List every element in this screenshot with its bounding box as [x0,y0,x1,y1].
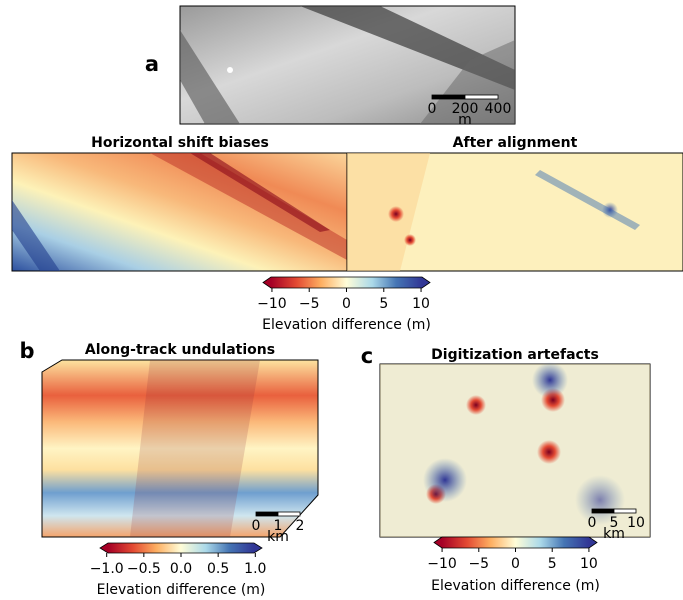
scale-bar-segment [255,511,279,517]
scale-bar-label: 1 [274,518,283,534]
scale-bar-unit: m [458,112,472,128]
scale-bar-label: 10 [627,515,645,531]
panel-title: After alignment [453,135,578,151]
panel-title: Digitization artefacts [431,347,599,363]
panel-title: Horizontal shift biases [91,135,269,151]
scale-bar-label: 0 [588,515,597,531]
panel-label: c [361,344,373,368]
colorbar-tick-label: −0.5 [127,561,161,577]
panel-title: Along-track undulations [85,342,275,358]
scale-bar-label: 200 [452,101,479,117]
panel-label: b [19,339,34,363]
colorbar-tick-label: −1.0 [90,561,124,577]
scale-bar-segment [464,94,499,100]
colorbar-tick-label: −5 [299,296,320,312]
scale-bar-label: 0 [428,101,437,117]
colorbar-tick-label: 5 [548,556,557,572]
map-undulations [41,359,319,538]
colorbar-tick-label: 0.5 [207,561,229,577]
scale-bar-label: 2 [296,518,305,534]
colorbar-tick-label: 0 [511,556,520,572]
colorbar-label: Elevation difference (m) [97,582,266,598]
colorbar-tick-label: 10 [412,296,430,312]
colorbar-tick-label: −5 [468,556,489,572]
panel-label: a [145,52,159,76]
colorbar-extend [589,537,597,548]
scale-bar-unit: km [267,529,289,545]
colorbar-extend [254,543,262,553]
map-digitization [379,362,651,538]
scale-bar-segment [431,94,466,100]
colorbar-tick-label: 10 [580,556,598,572]
colorbar-extend [100,543,108,553]
colorbar [442,537,589,548]
colorbar-extend [422,277,430,288]
colorbar-extend [263,277,271,288]
hillshade-image [179,5,516,125]
map-shift [11,152,348,272]
colorbar-tick-label: 1.0 [244,561,266,577]
scale-bar-segment [277,511,301,517]
colorbar-tick-label: 0.0 [170,561,192,577]
colorbar-outline [262,276,431,289]
scale-bar-label: 400 [485,101,512,117]
colorbar [108,543,254,553]
scale-bar-unit: km [603,526,625,542]
colorbar-outline [99,542,263,554]
colorbar [271,277,422,288]
scale-bar-segment [613,508,637,514]
scale-bar-segment [591,508,615,514]
map-aligned [346,152,683,272]
colorbar-tick-label: 5 [379,296,388,312]
colorbar-tick-label: 0 [342,296,351,312]
colorbar-tick-label: −10 [427,556,457,572]
colorbar-label: Elevation difference (m) [262,317,431,333]
colorbar-label: Elevation difference (m) [431,578,600,594]
scale-bar-label: 0 [252,518,261,534]
scale-bar-label: 5 [610,515,619,531]
colorbar-tick-label: −10 [257,296,287,312]
colorbar-extend [434,537,442,548]
